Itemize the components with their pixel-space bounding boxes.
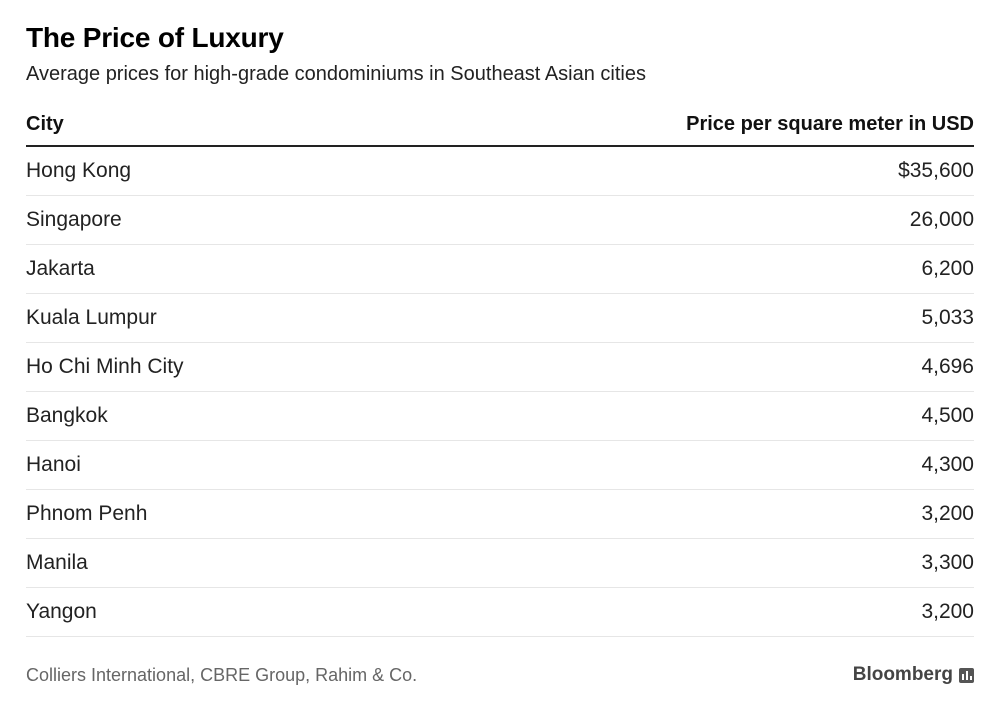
brand-name: Bloomberg [852,664,953,685]
price-cell: $35,600 [898,159,974,182]
chart-subtitle: Average prices for high-grade condominiu… [26,63,646,85]
price-table: City Price per square meter in USD Hong … [26,106,974,637]
city-cell: Manila [26,551,88,574]
city-cell: Bangkok [26,404,108,427]
chart-title: The Price of Luxury [26,22,284,53]
city-cell: Hanoi [26,453,81,476]
table-row: Singapore 26,000 [26,196,974,245]
city-cell: Yangon [26,600,97,623]
brand-logo: Bloomberg [853,664,974,686]
table-row: Bangkok 4,500 [26,392,974,441]
source-note: Colliers International, CBRE Group, Rahi… [26,664,418,685]
bloomberg-bars-icon [959,667,974,683]
price-cell: 3,200 [921,502,974,525]
price-cell: 6,200 [921,257,974,280]
city-cell: Jakarta [26,257,95,280]
footer: Colliers International, CBRE Group, Rahi… [26,664,974,686]
table-header: City Price per square meter in USD [26,106,974,147]
price-cell: 4,300 [921,453,974,476]
table-row: Yangon 3,200 [26,588,974,637]
table-row: Ho Chi Minh City 4,696 [26,343,974,392]
price-cell: 4,696 [921,355,974,378]
price-cell: 5,033 [921,306,974,329]
city-cell: Ho Chi Minh City [26,355,184,378]
table-row: Jakarta 6,200 [26,245,974,294]
table-row: Phnom Penh 3,200 [26,490,974,539]
column-header-price: Price per square meter in USD [686,113,974,135]
city-cell: Kuala Lumpur [26,306,157,329]
table-row: Manila 3,300 [26,539,974,588]
price-cell: 26,000 [909,208,974,231]
table-row: Hanoi 4,300 [26,441,974,490]
price-cell: 3,300 [921,551,974,574]
city-cell: Phnom Penh [26,502,148,525]
price-cell: 3,200 [921,600,974,623]
table-row: Kuala Lumpur 5,033 [26,294,974,343]
table-row: Hong Kong $35,600 [26,147,974,196]
column-header-city: City [26,113,64,135]
price-cell: 4,500 [921,404,974,427]
city-cell: Singapore [26,208,122,231]
city-cell: Hong Kong [26,159,132,182]
table-body: Hong Kong $35,600 Singapore 26,000 Jakarta 6,… [26,147,974,637]
